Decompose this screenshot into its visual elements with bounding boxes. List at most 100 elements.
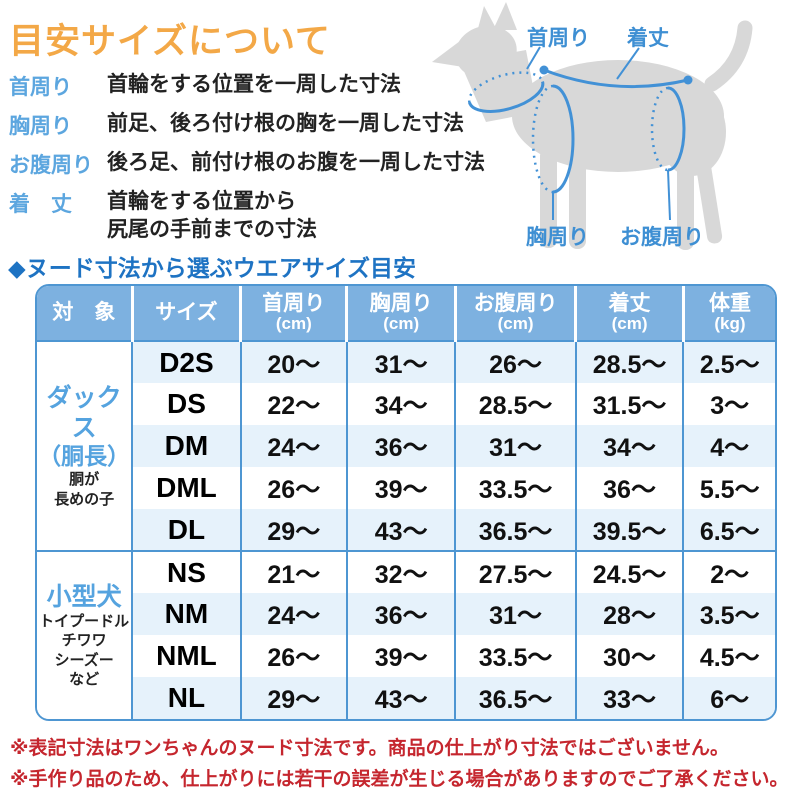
table-row: NML 26～ 39～ 33.5～ 30～ 4.5～ (37, 635, 775, 677)
cell-weight: 3.5～ (682, 593, 775, 635)
cell-size: DL (131, 509, 241, 551)
cell-chest: 34～ (345, 383, 456, 425)
definition-belly: お腹周り 後ろ足、前付け根のお腹を一周した寸法 (9, 149, 489, 179)
header-chest-unit: (cm) (383, 314, 420, 334)
group-cell-small-dog: 小型犬 トイプードル チワワ シーズー など (37, 550, 133, 719)
group-label-2: （胴長） (38, 442, 131, 469)
cell-weight: 4.5～ (682, 635, 775, 677)
cell-belly: 28.5～ (454, 383, 576, 425)
header-neck-unit: (cm) (275, 314, 312, 334)
cell-length: 34～ (574, 425, 684, 467)
cell-weight: 6～ (682, 677, 775, 719)
cell-size: NML (131, 635, 241, 677)
cell-size: DS (131, 383, 241, 425)
cell-size: NL (131, 677, 241, 719)
cell-length: 31.5～ (574, 383, 684, 425)
cell-belly: 26～ (454, 341, 576, 383)
diagram-label-neck: 首周り (527, 27, 590, 50)
definition-chest: 胸周り 前足、後ろ付け根の胸を一周した寸法 (9, 110, 489, 140)
header-target-label: 対 象 (52, 301, 116, 325)
chest-girth-ellipse (531, 84, 575, 194)
leader-lines (526, 46, 671, 221)
cell-size: D2S (131, 341, 241, 383)
cell-chest: 43～ (345, 509, 456, 551)
header-belly-label: お腹周り (473, 292, 558, 316)
group-sub: トイプードル (39, 612, 130, 630)
cell-chest: 32～ (345, 550, 456, 593)
header-target: 対 象 (37, 286, 133, 342)
definition-desc-line1: 首輪をする位置から (107, 190, 296, 213)
definition-term: お腹周り (9, 154, 93, 177)
cell-chest: 39～ (345, 635, 456, 677)
diagram-label-length: 着丈 (627, 27, 669, 50)
measurement-endpoints (539, 65, 693, 85)
header-chest-label: 胸周り (369, 292, 433, 316)
cell-belly: 33.5～ (454, 467, 576, 509)
cell-belly: 27.5～ (454, 550, 576, 593)
group-label: 小型犬 (46, 582, 122, 611)
footnote-2: ※手作り品のため、仕上がりには若干の誤差が生じる場合がありますのでご了承ください… (10, 769, 789, 790)
table-row: 小型犬 トイプードル チワワ シーズー など NS 21～ 32～ 27.5～ … (37, 550, 775, 719)
definition-desc-line2: 尻尾の手前までの寸法 (107, 218, 317, 242)
cell-size: NS (131, 550, 241, 593)
dog-diagram-illustration (432, 2, 753, 250)
size-table-container: 対 象 サイズ 首周り (cm) 胸周り (cm) お腹周り (cm) 着丈 (cm) … (35, 284, 777, 721)
belly-girth-ellipse (650, 86, 686, 172)
table-row: DL 29～ 43～ 36.5～ 39.5～ 6.5～ (37, 509, 775, 551)
definition-neck: 首周り 首輪をする位置を一周した寸法 (9, 71, 489, 101)
cell-chest: 36～ (345, 425, 456, 467)
page-title: 目安サイズについて (9, 22, 331, 61)
group-cell-dachshund: ダックス （胴長） 胴が 長めの子 (37, 341, 133, 551)
header-weight: 体重 (kg) (681, 286, 775, 342)
cell-neck: 24～ (239, 593, 347, 635)
cell-neck: 22～ (239, 383, 347, 425)
diagram-label-belly: お腹周り (620, 226, 704, 249)
back-length-line (543, 68, 689, 89)
cell-weight: 2.5～ (682, 341, 775, 383)
header-length-label: 着丈 (608, 292, 651, 316)
measurement-marks (467, 46, 689, 221)
group-sub: 胴が (69, 471, 100, 489)
table-row: DM 24～ 36～ 31～ 34～ 4～ (37, 425, 775, 467)
header-size: サイズ (130, 286, 241, 342)
definition-term: 首周り (9, 76, 72, 99)
header-weight-unit: (kg) (714, 314, 746, 334)
definition-desc: 首輪をする位置を一周した寸法 (107, 73, 401, 96)
cell-neck: 29～ (239, 677, 347, 719)
cell-chest: 31～ (345, 341, 456, 383)
definition-desc: 後ろ足、前付け根のお腹を一周した寸法 (107, 151, 485, 174)
cell-belly: 31～ (454, 425, 576, 467)
group-sub: など (69, 671, 100, 688)
cell-weight: 4～ (682, 425, 775, 467)
table-row: NL 29～ 43～ 36.5～ 33～ 6～ (37, 677, 775, 719)
cell-chest: 36～ (345, 593, 456, 635)
group-sub: 長めの子 (54, 490, 115, 508)
neck-girth-ellipse (467, 71, 545, 113)
cell-length: 24.5～ (574, 550, 684, 593)
definition-length: 着 丈 首輪をする位置から 尻尾の手前までの寸法 (9, 188, 489, 245)
cell-length: 28.5～ (574, 341, 684, 383)
table-row: DML 26～ 39～ 33.5～ 36～ 5.5～ (37, 467, 775, 509)
cell-length: 30～ (574, 635, 684, 677)
cell-neck: 21～ (239, 550, 347, 593)
table-header-row: 対 象 サイズ 首周り (cm) 胸周り (cm) お腹周り (cm) 着丈 (cm) … (37, 286, 775, 342)
header-weight-label: 体重 (708, 292, 751, 316)
definition-desc: 首輪をする位置から 尻尾の手前までの寸法 (107, 188, 317, 245)
cell-neck: 26～ (239, 467, 347, 509)
cell-weight: 2～ (682, 550, 775, 593)
cell-size: DM (131, 425, 241, 467)
cell-belly: 33.5～ (454, 635, 576, 677)
table-row: ダックス （胴長） 胴が 長めの子 D2S 20～ 31～ 26～ 28.5～ … (37, 341, 775, 551)
cell-belly: 36.5～ (454, 509, 576, 551)
group-label: ダックス (46, 383, 122, 442)
dog-silhouette-icon (432, 2, 753, 250)
definition-desc: 前足、後ろ付け根の胸を一周した寸法 (107, 112, 464, 135)
header-size-label: サイズ (155, 301, 218, 325)
cell-belly: 31～ (454, 593, 576, 635)
header-chest: 胸周り (cm) (345, 286, 456, 342)
cell-chest: 39～ (345, 467, 456, 509)
cell-chest: 43～ (345, 677, 456, 719)
measurement-definitions: 首周り 首輪をする位置を一周した寸法 胸周り 前足、後ろ付け根の胸を一周した寸法… (9, 71, 489, 254)
cell-neck: 20～ (239, 341, 347, 383)
